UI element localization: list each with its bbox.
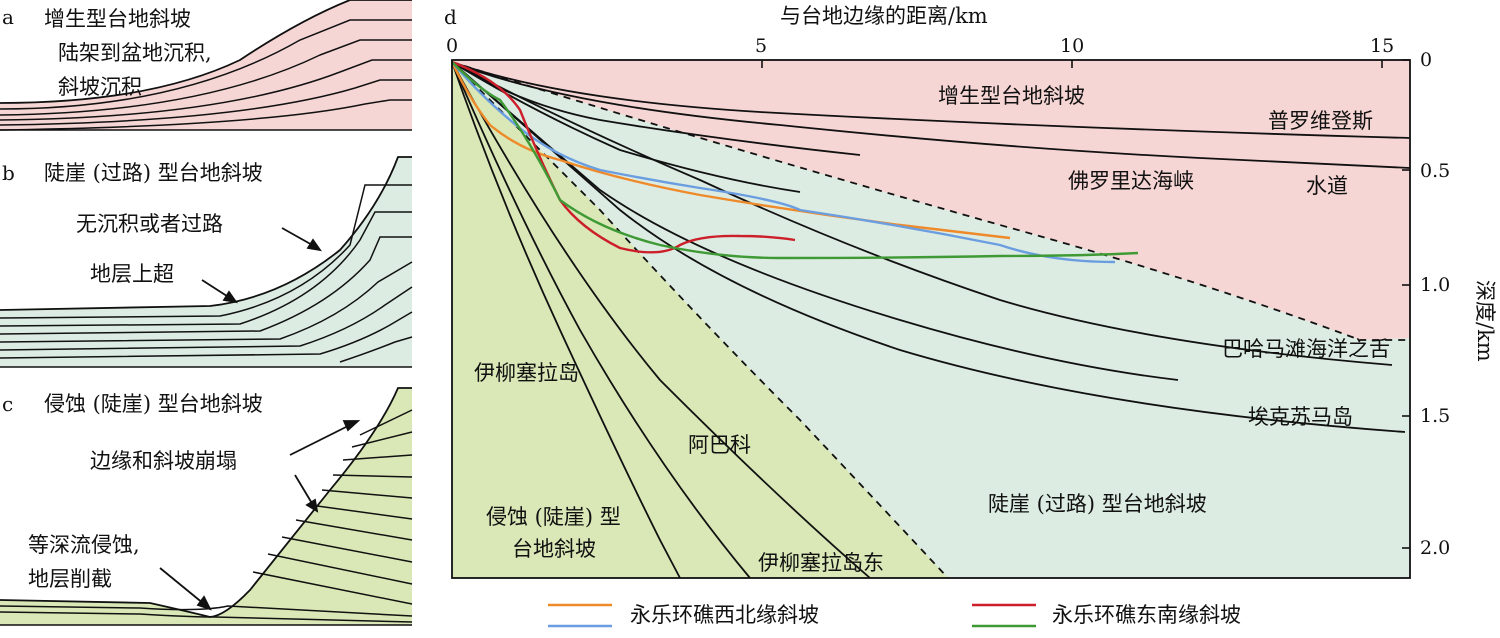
- panel-c-letter: c: [2, 392, 13, 416]
- label-eleuthera: 伊柳塞拉岛: [474, 361, 579, 385]
- panel-c-note-collapse: 边缘和斜坡崩塌: [90, 449, 237, 473]
- x-axis-ticks: [451, 60, 1383, 68]
- legend-northwest: 永乐环礁西北缘斜坡: [630, 603, 819, 627]
- profile-exuma: [451, 61, 1406, 433]
- slope-profiles: [451, 61, 1411, 579]
- panel-d-letter: d: [444, 5, 457, 29]
- profile-abaco: [451, 61, 751, 579]
- profile-yongle-nw-orange: [450, 61, 1011, 240]
- panel-b-fill: [0, 157, 412, 367]
- y-tick-0: 0: [1420, 49, 1432, 71]
- label-channel: 水道: [1306, 174, 1348, 198]
- panel-b-note-bypass: 无沉积或者过路: [76, 212, 223, 236]
- profile-eleuthera-east: [451, 61, 871, 579]
- label-abaco: 阿巴科: [688, 433, 751, 457]
- panel-b-arrows: [201, 227, 322, 304]
- y-tick-2-0: 2.0: [1420, 537, 1450, 559]
- profile-providence: [451, 61, 1411, 139]
- zone-erosional-label-line2: 台地斜坡: [512, 537, 596, 561]
- panel-c: c 侵蚀 (陡崖) 型台地斜坡 边缘和斜坡崩塌 等深流侵蚀, 地层削截: [0, 387, 413, 626]
- panel-c-title: 侵蚀 (陡崖) 型台地斜坡: [44, 392, 263, 416]
- panel-a-letter: a: [2, 5, 14, 29]
- panel-b-note-onlap: 地层上超: [90, 262, 174, 286]
- y-axis-ticks: [1402, 59, 1410, 549]
- panel-c-note-erosion-line1: 等深流侵蚀,: [28, 533, 140, 557]
- panel-b: b 陡崖 (过路) 型台地斜坡 无沉积或者过路 地层上超: [0, 156, 413, 368]
- panel-a-title: 增生型台地斜坡: [44, 7, 191, 31]
- profile-yongle-se-red: [451, 60, 796, 254]
- legend-southeast: 永乐环礁东南缘斜坡: [1052, 603, 1241, 627]
- panel-b-title: 陡崖 (过路) 型台地斜坡: [44, 161, 263, 185]
- x-tick-5: 5: [755, 35, 767, 57]
- panel-a-strata: [0, 19, 412, 131]
- zone-bypass-label: 陡崖 (过路) 型台地斜坡: [988, 492, 1207, 516]
- panel-b-letter: b: [2, 161, 15, 185]
- profile-eleuthera: [451, 61, 681, 579]
- y-tick-0-5: 0.5: [1420, 160, 1450, 182]
- legend: 永乐环礁西北缘斜坡 永乐环礁东南缘斜坡: [548, 603, 1241, 628]
- x-tick-10: 10: [1060, 35, 1084, 57]
- zone-erosional-label-line1: 侵蚀 (陡崖) 型: [486, 505, 621, 529]
- panel-c-slope-surface: [0, 387, 412, 618]
- profile-yongle-nw-blue: [451, 61, 1116, 264]
- panel-d: 0 5 10 15 与台地边缘的距离/km 0 0.5 1.0 1.5 2.0 …: [444, 4, 1497, 579]
- y-tick-1-0: 1.0: [1420, 274, 1450, 296]
- panel-b-slope-surface: [0, 156, 412, 311]
- label-florida: 佛罗里达海峡: [1068, 169, 1194, 193]
- label-exuma: 埃克苏马岛: [1248, 405, 1353, 429]
- boundary-accretionary: [451, 61, 1410, 341]
- panel-c-strata: [0, 409, 413, 623]
- panel-a-note-line2: 斜坡沉积: [58, 75, 142, 99]
- panel-c-fill: [0, 388, 412, 625]
- zone-erosional-fill: [452, 62, 948, 578]
- label-providence: 普罗维登斯: [1268, 109, 1373, 133]
- profile-channel: [451, 61, 1411, 169]
- panel-c-note-erosion-line2: 地层削截: [28, 567, 112, 591]
- panel-a: a 增生型台地斜坡 陆架到盆地沉积, 斜坡沉积: [0, 0, 412, 131]
- panel-a-slope-surface: [0, 0, 412, 104]
- profile-bahamas: [451, 61, 1393, 366]
- plot-frame: [451, 59, 1411, 579]
- zone-accretionary-label: 增生型台地斜坡: [938, 84, 1085, 108]
- panel-c-arrows: [159, 420, 361, 611]
- label-bahamas: 巴哈马滩海洋之舌: [1222, 337, 1390, 361]
- profile-yongle-se-green: [451, 61, 1139, 260]
- x-tick-0: 0: [446, 35, 458, 57]
- label-eleuthera-east: 伊柳塞拉岛东: [758, 551, 884, 575]
- y-tick-1-5: 1.5: [1420, 405, 1450, 427]
- y-axis-label: 深度/km: [1473, 280, 1497, 362]
- x-axis-label: 与台地边缘的距离/km: [780, 4, 988, 28]
- panel-b-strata: [0, 184, 413, 363]
- panel-a-note-line1: 陆架到盆地沉积,: [58, 41, 212, 65]
- x-tick-15: 15: [1370, 35, 1394, 57]
- boundary-erosional: [451, 61, 949, 579]
